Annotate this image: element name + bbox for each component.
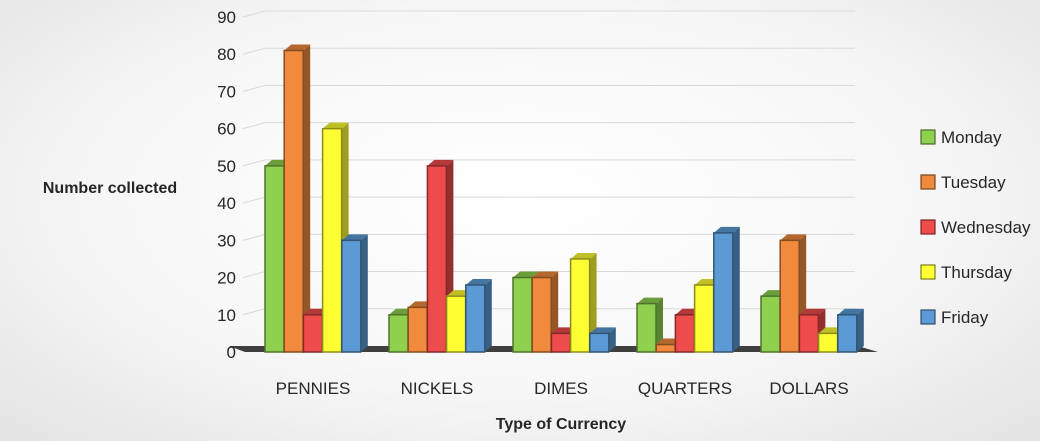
bar-quarters-friday xyxy=(713,232,734,353)
gridline-diagonal xyxy=(242,47,266,55)
x-tick-label: DIMES xyxy=(534,379,588,398)
gridline-diagonal xyxy=(242,196,266,204)
bar-top xyxy=(799,308,826,315)
legend-label: Monday xyxy=(941,128,1002,147)
x-axis-title: Type of Currency xyxy=(496,416,627,433)
gridline-diagonal xyxy=(242,271,266,279)
y-tick-label: 50 xyxy=(217,157,236,176)
bar-pennies-monday xyxy=(264,165,285,353)
y-tick-label: 90 xyxy=(217,8,236,27)
legend-label: Thursday xyxy=(941,263,1012,282)
gridline-diagonal xyxy=(242,233,266,241)
legend-swatch xyxy=(920,174,936,190)
bar-dollars-thursday xyxy=(817,332,839,353)
bar-top xyxy=(780,234,807,241)
bar-top xyxy=(284,44,311,51)
x-tick-label: QUARTERS xyxy=(638,379,732,398)
bar-quarters-monday xyxy=(636,302,657,353)
bar-quarters-wednesday xyxy=(674,314,696,353)
legend-swatch xyxy=(920,219,936,235)
legend-swatch xyxy=(920,129,936,145)
bar-top xyxy=(713,226,740,233)
legend-swatch xyxy=(920,264,936,280)
y-axis-title: Number collected xyxy=(43,180,177,197)
gridline-diagonal xyxy=(242,308,266,316)
bar-dollars-monday xyxy=(760,295,781,353)
gridline-diagonal xyxy=(242,122,266,130)
bar-top xyxy=(570,252,597,259)
bar-side xyxy=(589,252,597,352)
x-tick-label: PENNIES xyxy=(276,379,351,398)
bar-dimes-friday xyxy=(589,332,610,353)
bar-dollars-tuesday xyxy=(779,239,800,353)
bar-nickels-monday xyxy=(388,314,409,353)
bar-side xyxy=(484,279,492,352)
legend-label: Tuesday xyxy=(941,173,1006,192)
bar-quarters-thursday xyxy=(693,284,715,353)
bar-dimes-thursday xyxy=(569,258,591,353)
bar-quarters-tuesday xyxy=(655,343,676,353)
bar-top xyxy=(513,271,539,278)
bar-side xyxy=(732,226,740,352)
bar-nickels-wednesday xyxy=(426,165,448,353)
gridline-diagonal xyxy=(242,84,266,92)
y-tick-label: 80 xyxy=(217,45,236,64)
bar-top xyxy=(427,159,454,166)
bar-nickels-tuesday xyxy=(407,306,428,353)
bar-side xyxy=(360,234,368,352)
legend-label: Wednesday xyxy=(941,218,1031,237)
x-tick-label: DOLLARS xyxy=(769,379,848,398)
y-tick-label: 30 xyxy=(217,231,236,250)
bar-side xyxy=(303,44,311,352)
legend-swatch xyxy=(920,309,936,325)
bar-nickels-thursday xyxy=(445,295,467,353)
y-tick-label: 40 xyxy=(217,194,236,213)
bar-top xyxy=(589,327,616,334)
y-tick-label: 70 xyxy=(217,82,236,101)
bar-top xyxy=(322,122,349,129)
x-tick-label: NICKELS xyxy=(401,379,474,398)
y-tick-label: 10 xyxy=(217,306,236,325)
bar-side xyxy=(856,308,864,352)
bar-nickels-friday xyxy=(465,284,486,353)
bar-dollars-wednesday xyxy=(798,314,820,353)
y-tick-label: 60 xyxy=(217,120,236,139)
gridline-diagonal xyxy=(242,10,266,18)
bar-dimes-wednesday xyxy=(550,332,572,353)
bar-pennies-tuesday xyxy=(283,49,304,353)
bar-pennies-wednesday xyxy=(302,314,324,353)
gridline-diagonal xyxy=(242,159,266,167)
bar-top xyxy=(837,308,864,315)
bar-pennies-friday xyxy=(341,239,362,353)
bar-top xyxy=(341,234,368,241)
bar-top xyxy=(465,279,492,285)
bar-dollars-friday xyxy=(837,314,858,353)
bar-dimes-monday xyxy=(512,276,533,353)
bar-top xyxy=(532,271,559,278)
bar-dimes-tuesday xyxy=(531,276,552,353)
bar-top xyxy=(637,297,663,304)
y-tick-label: 20 xyxy=(217,269,236,288)
legend-label: Friday xyxy=(941,308,989,327)
y-tick-label: 0 xyxy=(227,343,236,362)
bar-side xyxy=(656,297,663,352)
bar-pennies-thursday xyxy=(321,127,343,353)
bar-side xyxy=(608,327,616,352)
